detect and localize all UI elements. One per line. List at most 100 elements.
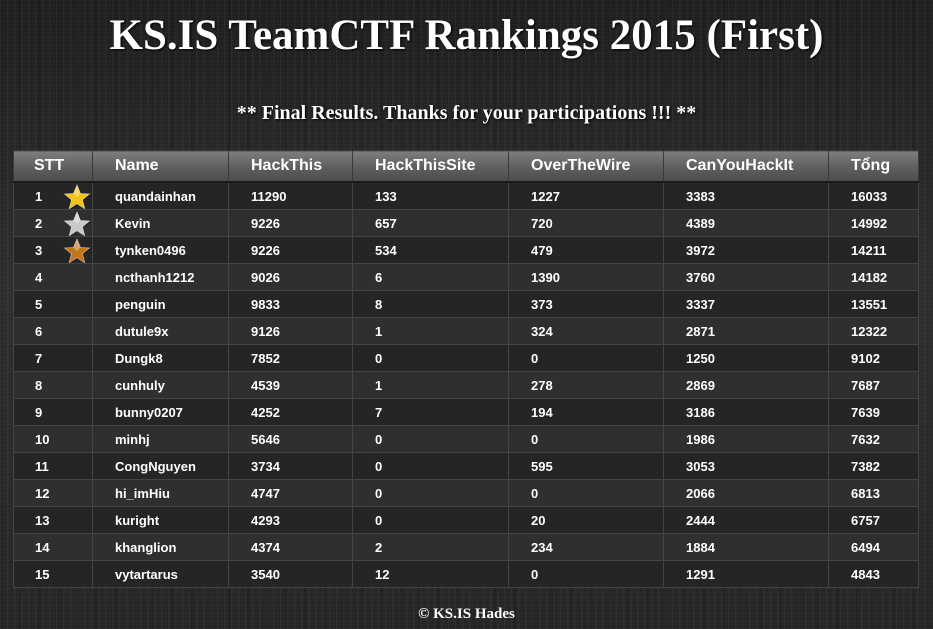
hackthis-cell: 4539 (228, 371, 353, 399)
hackthis-cell: 4293 (228, 506, 353, 534)
rank-cell: 15 (13, 560, 93, 588)
canyouhackit-cell: 2869 (663, 371, 829, 399)
rank-cell: 5 (13, 290, 93, 318)
rank-cell: 3 (13, 236, 93, 264)
canyouhackit-cell: 3337 (663, 290, 829, 318)
hackthis-cell: 9833 (228, 290, 353, 318)
rank-number: 15 (35, 566, 50, 582)
rank-cell: 9 (13, 398, 93, 426)
name-cell: CongNguyen (92, 452, 229, 480)
name-cell: kuright (92, 506, 229, 534)
canyouhackit-cell: 1291 (663, 560, 829, 588)
column-header-canyouhackit[interactable]: CanYouHackIt (663, 150, 829, 183)
hackthissite-cell: 0 (352, 506, 509, 534)
canyouhackit-cell: 3972 (663, 236, 829, 264)
canyouhackit-cell: 3053 (663, 452, 829, 480)
overthewire-cell: 1390 (508, 263, 664, 291)
name-cell: vytartarus (92, 560, 229, 588)
hackthissite-cell: 657 (352, 209, 509, 237)
canyouhackit-cell: 1250 (663, 344, 829, 372)
hackthissite-cell: 133 (352, 181, 509, 210)
name-cell: khanglion (92, 533, 229, 561)
name-cell: tynken0496 (92, 236, 229, 264)
canyouhackit-cell: 3760 (663, 263, 829, 291)
hackthis-cell: 11290 (228, 181, 353, 210)
table-header-row: STT Name HackThis HackThisSite OverTheWi… (13, 150, 919, 183)
rank-cell: 6 (13, 317, 93, 345)
hackthis-cell: 9226 (228, 209, 353, 237)
column-header-hackthissite[interactable]: HackThisSite (352, 150, 509, 183)
canyouhackit-cell: 3383 (663, 181, 829, 210)
name-cell: cunhuly (92, 371, 229, 399)
hackthissite-cell: 1 (352, 371, 509, 399)
rank-cell: 2 (13, 209, 93, 237)
total-cell: 7639 (828, 398, 919, 426)
canyouhackit-cell: 2444 (663, 506, 829, 534)
total-cell: 6813 (828, 479, 919, 507)
total-cell: 4843 (828, 560, 919, 588)
hackthissite-cell: 0 (352, 344, 509, 372)
rank-number: 14 (35, 539, 50, 555)
canyouhackit-cell: 3186 (663, 398, 829, 426)
hackthissite-cell: 12 (352, 560, 509, 588)
copyright-footer: © KS.IS Hades (418, 606, 515, 622)
overthewire-cell: 20 (508, 506, 664, 534)
rank-cell: 1 (13, 181, 93, 210)
name-cell: Kevin (92, 209, 229, 237)
rank-number: 4 (35, 269, 43, 285)
overthewire-cell: 0 (508, 344, 664, 372)
rank-cell: 14 (13, 533, 93, 561)
total-cell: 12322 (828, 317, 919, 345)
rankings-table: STT Name HackThis HackThisSite OverTheWi… (13, 150, 919, 588)
canyouhackit-cell: 4389 (663, 209, 829, 237)
column-header-stt[interactable]: STT (13, 150, 93, 183)
total-cell: 7382 (828, 452, 919, 480)
overthewire-cell: 278 (508, 371, 664, 399)
hackthis-cell: 5646 (228, 425, 353, 453)
rank-number: 2 (35, 215, 43, 231)
name-cell: dutule9x (92, 317, 229, 345)
table-row: 10 minhj 5646 0 0 1986 7632 (13, 425, 919, 453)
name-cell: quandainhan (92, 181, 229, 210)
page-subtitle: ** Final Results. Thanks for your partic… (236, 102, 697, 124)
total-cell: 14182 (828, 263, 919, 291)
hackthissite-cell: 0 (352, 452, 509, 480)
table-row: 1 quandainhan 11290 133 1227 3383 16033 (13, 181, 919, 210)
rank-number: 7 (35, 350, 43, 366)
table-body: 1 quandainhan 11290 133 1227 3383 16033 2 Kevin 9… (13, 181, 919, 588)
overthewire-cell: 324 (508, 317, 664, 345)
rank-number: 8 (35, 377, 43, 393)
rank-number: 11 (35, 458, 49, 474)
rank-cell: 11 (13, 452, 93, 480)
rank-number: 5 (35, 296, 43, 312)
table-row: 13 kuright 4293 0 20 2444 6757 (13, 506, 919, 534)
rank-number: 6 (35, 323, 43, 339)
hackthissite-cell: 1 (352, 317, 509, 345)
table-row: 4 ncthanh1212 9026 6 1390 3760 14182 (13, 263, 919, 291)
hackthis-cell: 3734 (228, 452, 353, 480)
overthewire-cell: 234 (508, 533, 664, 561)
name-cell: bunny0207 (92, 398, 229, 426)
column-header-name[interactable]: Name (92, 150, 229, 183)
total-cell: 13551 (828, 290, 919, 318)
table-row: 7 Dungk8 7852 0 0 1250 9102 (13, 344, 919, 372)
overthewire-cell: 720 (508, 209, 664, 237)
total-cell: 9102 (828, 344, 919, 372)
hackthis-cell: 4374 (228, 533, 353, 561)
name-cell: penguin (92, 290, 229, 318)
hackthis-cell: 9126 (228, 317, 353, 345)
overthewire-cell: 0 (508, 560, 664, 588)
table-row: 2 Kevin 9226 657 720 4389 14992 (13, 209, 919, 237)
rank-cell: 13 (13, 506, 93, 534)
hackthissite-cell: 0 (352, 425, 509, 453)
overthewire-cell: 1227 (508, 181, 664, 210)
total-cell: 7687 (828, 371, 919, 399)
name-cell: Dungk8 (92, 344, 229, 372)
rank-number: 12 (35, 485, 50, 501)
column-header-total[interactable]: Tổng (828, 150, 919, 183)
rank-cell: 7 (13, 344, 93, 372)
column-header-hackthis[interactable]: HackThis (228, 150, 353, 183)
column-header-overthewire[interactable]: OverTheWire (508, 150, 664, 183)
overthewire-cell: 373 (508, 290, 664, 318)
hackthis-cell: 3540 (228, 560, 353, 588)
